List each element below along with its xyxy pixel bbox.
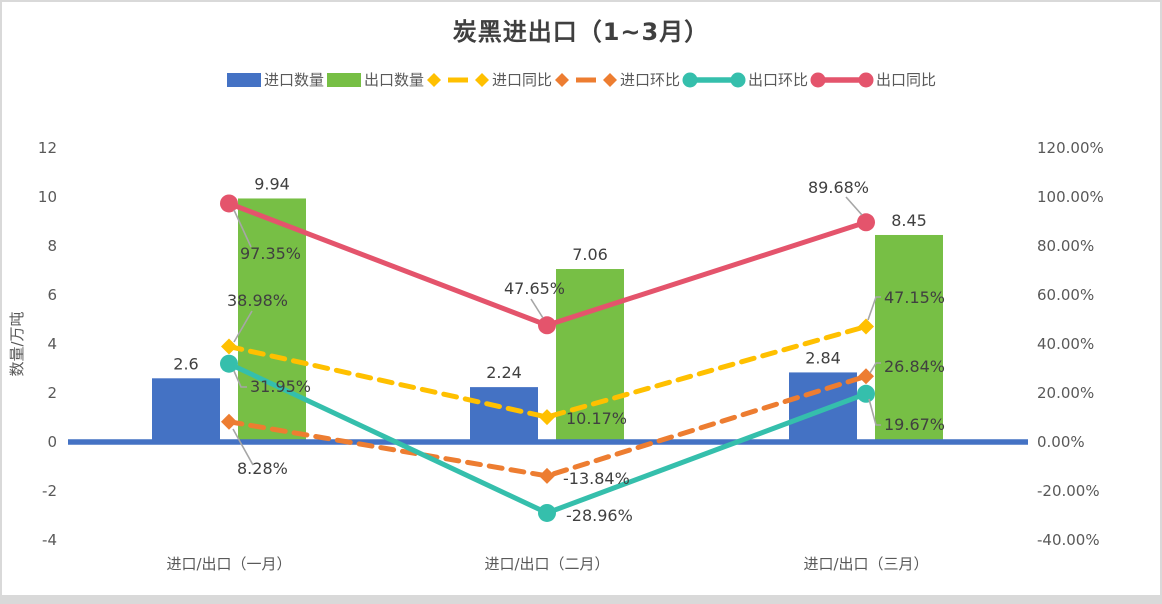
bar-label-import-qty-0: 2.6 (173, 354, 198, 373)
bar-label-import-qty-1: 2.24 (486, 363, 522, 382)
right-axis-tick: -40.00% (1037, 531, 1100, 549)
leader-line-export-yoy-1 (530, 298, 544, 319)
line-export-yoy[interactable] (226, 200, 869, 328)
right-axis-tick: -20.00% (1037, 482, 1100, 500)
marker-import-mom-0[interactable] (221, 413, 237, 430)
marker-import-yoy-2[interactable] (858, 318, 874, 335)
right-axis-tick: 120.00% (1037, 139, 1104, 157)
category-label: 进口/出口（一月） (166, 555, 291, 573)
data-label-import-yoy-0: 38.98% (227, 291, 288, 310)
bar-import-qty-0[interactable] (152, 378, 220, 442)
legend-item-import-qty[interactable]: 进口数量 (226, 69, 324, 90)
bar-import-qty-1[interactable] (470, 387, 538, 442)
chart-legend: 进口数量 出口数量 进口同比 进口环比 出口环比 出口同比 (0, 69, 1162, 90)
line-import-yoy[interactable] (226, 323, 869, 420)
left-axis-tick: 0 (47, 433, 57, 451)
right-axis-tick: 60.00% (1037, 286, 1094, 304)
legend-item-export-qty[interactable]: 出口数量 (326, 69, 424, 90)
legend-line-icon-export-yoy (810, 72, 874, 87)
data-label-export-mom-2: 19.67% (884, 415, 945, 434)
legend-label-import-yoy: 进口同比 (491, 71, 552, 89)
data-label-import-mom-0: 8.28% (237, 459, 288, 478)
data-label-export-yoy-1: 47.65% (504, 279, 565, 298)
leader-line-import-mom-2 (869, 362, 881, 374)
bar-label-import-qty-2: 2.84 (805, 348, 841, 367)
category-label: 进口/出口（二月） (484, 555, 609, 573)
data-label-export-mom-1: -28.96% (566, 506, 633, 525)
right-axis-tick: 100.00% (1037, 188, 1104, 206)
legend-item-import-yoy[interactable]: 进口同比 (426, 69, 552, 90)
right-axis-tick: 20.00% (1037, 384, 1094, 402)
data-label-import-yoy-2: 47.15% (884, 288, 945, 307)
legend-label-export-mom: 出口环比 (748, 71, 809, 89)
data-label-import-mom-2: 26.84% (884, 357, 945, 376)
line-import-mom[interactable] (226, 373, 869, 479)
legend-item-export-yoy[interactable]: 出口同比 (810, 69, 936, 90)
data-label-export-mom-0: 31.95% (250, 377, 311, 396)
marker-export-yoy-1[interactable] (538, 316, 556, 335)
legend-label-export-yoy: 出口同比 (876, 71, 937, 89)
marker-export-yoy-2[interactable] (857, 213, 875, 232)
right-axis-tick: 40.00% (1037, 335, 1094, 353)
left-axis-tick: -2 (42, 482, 57, 500)
bar-export-qty-2[interactable] (875, 234, 943, 442)
data-label-export-yoy-0: 97.35% (240, 244, 301, 263)
legend-line-icon-export-mom (682, 72, 746, 87)
right-axis-tick: 80.00% (1037, 237, 1094, 255)
leader-line-export-yoy-0 (233, 209, 252, 248)
right-axis-tick: 0.00% (1037, 433, 1085, 451)
left-axis-tick: 4 (47, 335, 57, 353)
marker-export-mom-2[interactable] (857, 384, 875, 403)
leader-line-export-mom-2 (868, 398, 881, 426)
left-axis-tick: -4 (42, 531, 57, 549)
legend-line-icon-import-yoy (426, 72, 489, 87)
leader-line-import-yoy-2 (867, 296, 881, 321)
bar-export-qty-0[interactable] (238, 198, 306, 442)
legend-label-import-qty: 进口数量 (263, 71, 324, 89)
bar-export-qty-1[interactable] (556, 269, 624, 442)
left-axis-tick: 8 (47, 237, 57, 255)
left-axis-tick: 10 (38, 188, 57, 206)
data-label-export-yoy-2: 89.68% (808, 178, 869, 197)
legend-item-import-mom[interactable]: 进口环比 (554, 69, 680, 90)
leader-line-import-yoy-0 (233, 310, 253, 343)
bar-label-export-qty-0: 9.94 (254, 174, 290, 193)
legend-label-export-qty: 出口数量 (363, 71, 424, 89)
legend-item-export-mom[interactable]: 出口环比 (682, 69, 808, 90)
marker-import-mom-1[interactable] (539, 467, 555, 484)
marker-export-yoy-0[interactable] (220, 194, 238, 213)
legend-line-icon-import-mom (555, 72, 617, 87)
category-label: 进口/出口（三月） (803, 555, 928, 573)
legend-swatch-export-qty (326, 72, 361, 87)
chart-title: 炭黑进出口（1~3月） (452, 18, 710, 46)
left-axis-title: 数量/万吨 (8, 311, 26, 376)
legend-label-import-mom: 进口环比 (620, 71, 681, 89)
marker-import-yoy-1[interactable] (539, 409, 555, 426)
leader-line-export-mom-0 (233, 370, 247, 388)
leader-line-export-yoy-2 (845, 196, 863, 216)
bar-label-export-qty-2: 8.45 (891, 211, 927, 230)
left-axis-tick: 2 (47, 384, 57, 402)
leader-line-import-mom-0 (232, 428, 254, 466)
data-label-import-mom-1: -13.84% (563, 469, 630, 488)
marker-import-yoy-0[interactable] (221, 338, 237, 355)
marker-export-mom-0[interactable] (220, 354, 238, 373)
bar-label-export-qty-1: 7.06 (572, 245, 608, 264)
legend-swatch-import-qty (226, 72, 261, 87)
marker-export-mom-1[interactable] (538, 503, 556, 522)
left-axis-tick: 6 (47, 286, 57, 304)
left-axis-tick: 12 (38, 139, 57, 157)
data-label-import-yoy-1: 10.17% (566, 409, 627, 428)
